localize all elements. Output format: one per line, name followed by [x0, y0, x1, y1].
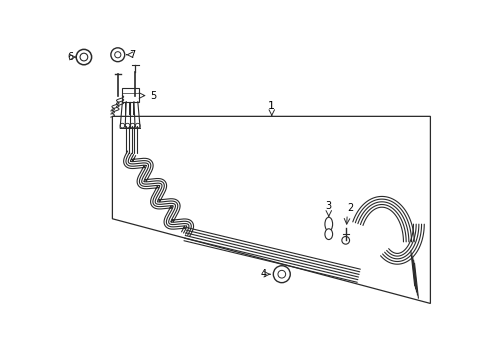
- Ellipse shape: [324, 229, 332, 239]
- Text: 7: 7: [129, 50, 135, 60]
- Text: 3: 3: [325, 201, 331, 211]
- Text: 6: 6: [67, 52, 73, 62]
- Text: 2: 2: [346, 203, 353, 213]
- Ellipse shape: [324, 217, 332, 231]
- Text: 4: 4: [260, 269, 266, 279]
- FancyBboxPatch shape: [122, 88, 139, 102]
- Text: 5: 5: [150, 91, 156, 100]
- Text: 1: 1: [268, 101, 275, 111]
